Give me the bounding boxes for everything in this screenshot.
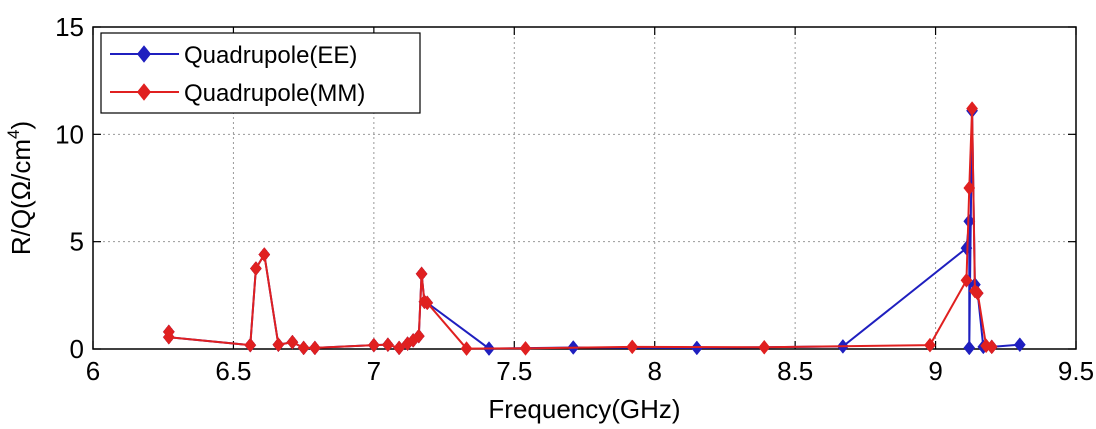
series-layer xyxy=(162,101,1026,356)
series-1 xyxy=(162,103,1026,356)
data-point xyxy=(412,328,425,344)
y-axis-label-superscript: 4 xyxy=(4,130,23,139)
data-point xyxy=(272,337,285,353)
x-tick-label: 7 xyxy=(367,356,381,386)
data-point xyxy=(393,340,406,356)
data-point xyxy=(966,101,979,116)
y-tick-label: 5 xyxy=(70,227,84,257)
legend-item: Quadrupole(EE) xyxy=(110,42,357,69)
data-point xyxy=(367,337,380,353)
series-line xyxy=(167,108,992,350)
plot-area-frame xyxy=(92,26,1077,350)
data-point xyxy=(415,266,428,282)
data-point xyxy=(519,340,532,356)
data-point xyxy=(460,341,473,356)
x-tick-label: 6 xyxy=(86,356,100,386)
x-tick-label: 9.5 xyxy=(1058,356,1094,386)
data-point xyxy=(758,339,771,355)
x-tick-label: 7.5 xyxy=(496,356,532,386)
data-point xyxy=(297,340,310,356)
y-tick-label: 10 xyxy=(55,119,84,149)
data-point xyxy=(258,247,271,262)
series-line xyxy=(167,110,1020,350)
data-point xyxy=(249,261,262,276)
legend-marker xyxy=(136,45,152,63)
data-point xyxy=(963,180,976,196)
axis-ticks: 6 6.5 7 7.5 8 8.5 9 9.5 0 5 10 15 xyxy=(55,12,1094,386)
y-axis-label-main: R/Q(Ω/cm xyxy=(6,139,36,255)
data-point xyxy=(960,272,973,288)
data-point xyxy=(308,340,321,356)
x-tick-label: 8.5 xyxy=(777,356,813,386)
x-axis-label: Frequency(GHz) xyxy=(488,394,680,424)
data-point xyxy=(985,339,998,355)
x-tick-label: 8 xyxy=(647,356,661,386)
data-point xyxy=(421,295,434,311)
data-point xyxy=(924,337,936,353)
data-point xyxy=(963,340,976,356)
data-point xyxy=(626,339,639,355)
legend-marker xyxy=(136,83,152,101)
data-point xyxy=(381,337,394,353)
grid-lines xyxy=(93,27,1076,349)
data-point xyxy=(244,337,257,353)
data-point xyxy=(162,329,175,345)
legend-label: Quadrupole(MM) xyxy=(184,80,365,107)
y-tick-label: 15 xyxy=(55,12,84,42)
series-2 xyxy=(162,101,998,356)
data-point xyxy=(971,285,984,301)
y-axis-label-close: ) xyxy=(6,121,36,130)
data-point xyxy=(1013,337,1026,353)
x-tick-label: 9 xyxy=(928,356,942,386)
legend-label: Quadrupole(EE) xyxy=(184,42,357,69)
y-axis-label: R/Q(Ω/cm4) xyxy=(4,121,36,255)
x-tick-label: 6.5 xyxy=(215,356,251,386)
data-point xyxy=(286,334,299,350)
legend-box xyxy=(100,32,421,114)
legend-item: Quadrupole(MM) xyxy=(110,80,365,107)
y-tick-label: 0 xyxy=(70,334,84,364)
legend: Quadrupole(EE) Quadrupole(MM) xyxy=(100,32,421,114)
